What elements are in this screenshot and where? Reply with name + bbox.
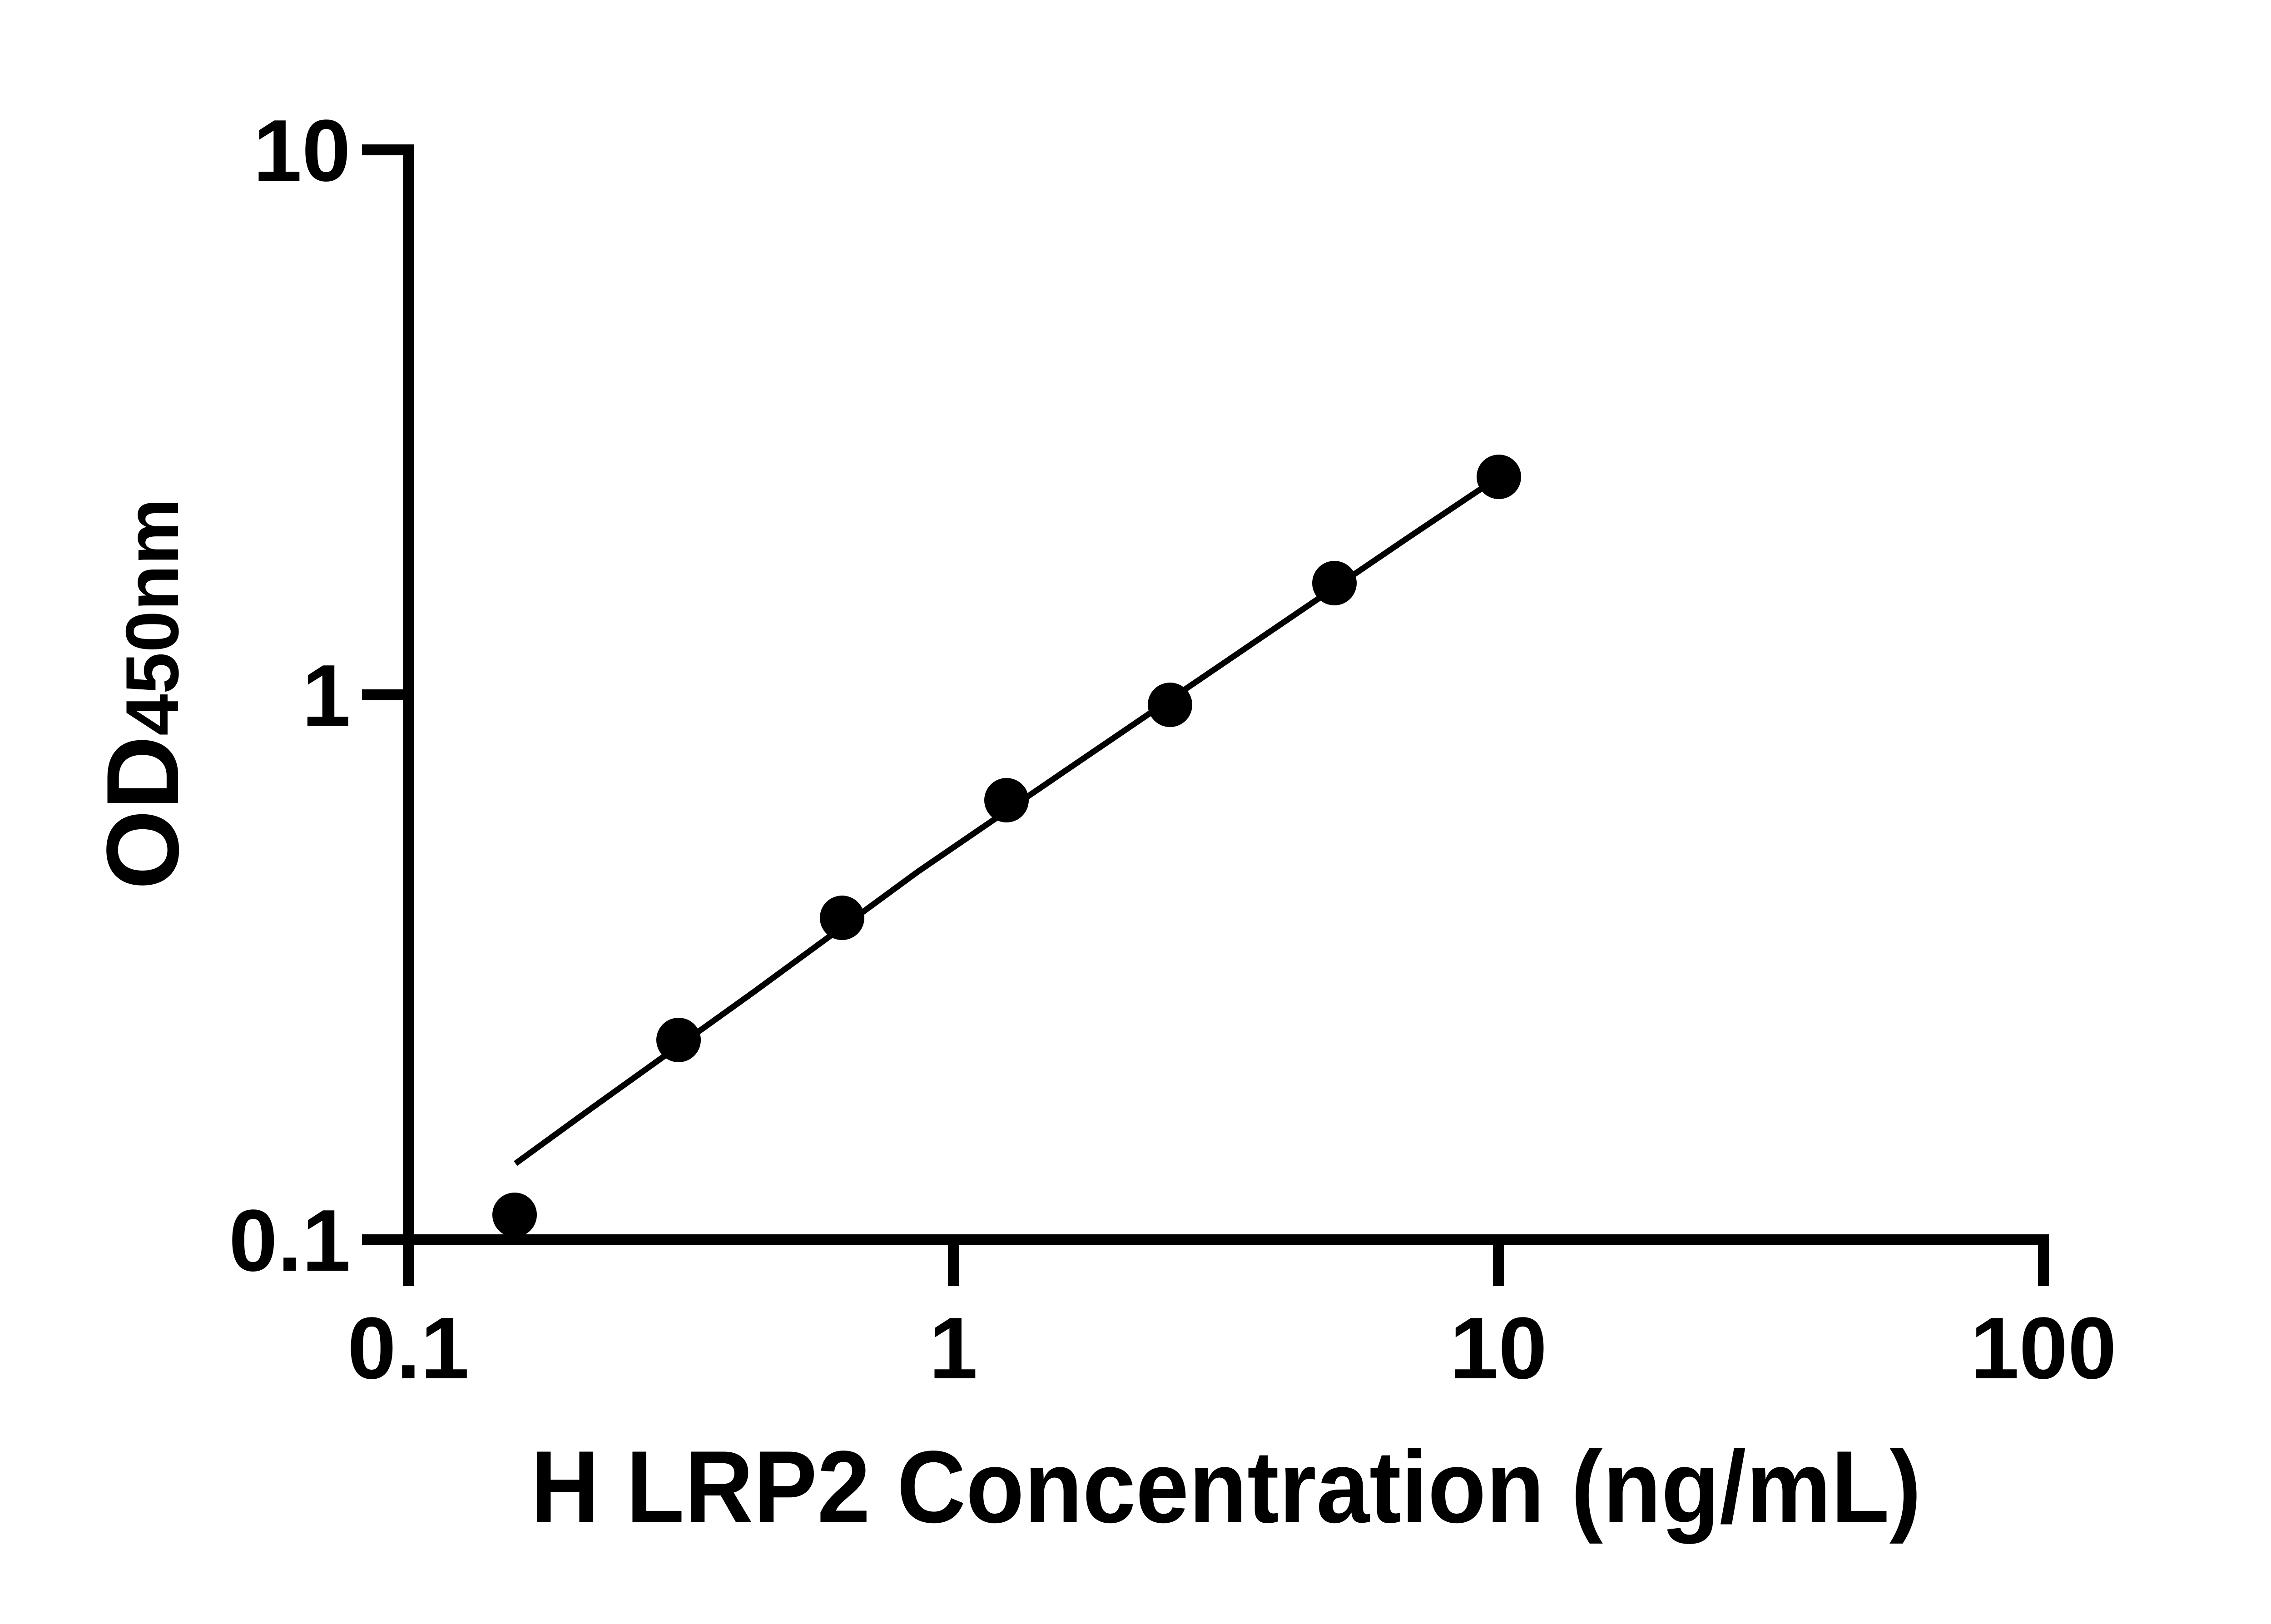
svg-text:10: 10 <box>1450 1299 1547 1397</box>
svg-text:0.1: 0.1 <box>229 1191 351 1289</box>
svg-text:1: 1 <box>929 1299 977 1397</box>
svg-text:100: 100 <box>1970 1299 2117 1397</box>
svg-text:10: 10 <box>253 101 351 199</box>
svg-text:0.1: 0.1 <box>347 1299 469 1397</box>
svg-text:1: 1 <box>302 646 351 744</box>
svg-text:H LRP2 Concentration (ng/mL): H LRP2 Concentration (ng/mL) <box>531 1429 1921 1544</box>
